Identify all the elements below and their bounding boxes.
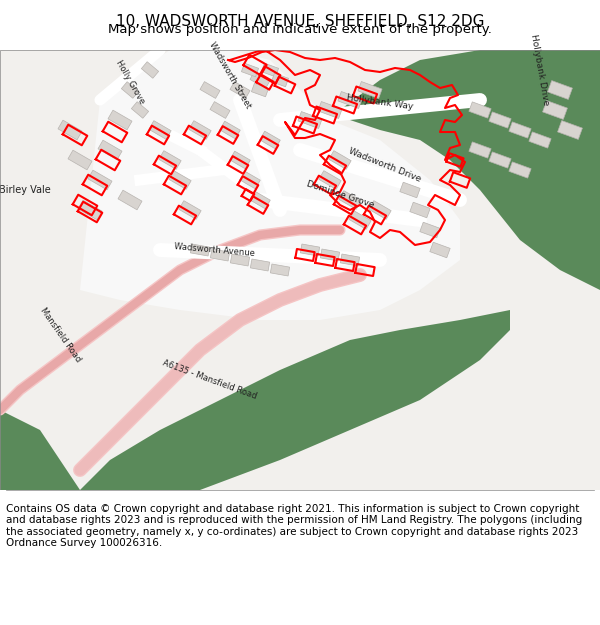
Text: 10, WADSWORTH AVENUE, SHEFFIELD, S12 2DG: 10, WADSWORTH AVENUE, SHEFFIELD, S12 2DG xyxy=(116,14,484,29)
Text: Map shows position and indicative extent of the property.: Map shows position and indicative extent… xyxy=(108,23,492,36)
Polygon shape xyxy=(179,201,201,219)
Polygon shape xyxy=(509,162,531,178)
Polygon shape xyxy=(557,121,583,139)
Polygon shape xyxy=(358,81,382,99)
Polygon shape xyxy=(489,152,511,168)
Polygon shape xyxy=(220,121,240,139)
Polygon shape xyxy=(98,140,122,160)
Polygon shape xyxy=(250,72,270,88)
Polygon shape xyxy=(211,249,230,261)
Polygon shape xyxy=(121,82,139,98)
Polygon shape xyxy=(108,110,132,130)
Polygon shape xyxy=(340,254,359,266)
Polygon shape xyxy=(469,142,491,158)
Polygon shape xyxy=(338,91,362,109)
Polygon shape xyxy=(548,81,572,99)
Text: Wadsworth Drive: Wadsworth Drive xyxy=(347,146,422,184)
Polygon shape xyxy=(262,63,278,77)
Polygon shape xyxy=(509,122,531,138)
Text: Hollybank Drive: Hollybank Drive xyxy=(529,34,551,106)
Text: Contains OS data © Crown copyright and database right 2021. This information is : Contains OS data © Crown copyright and d… xyxy=(6,504,582,548)
Polygon shape xyxy=(298,111,322,129)
Polygon shape xyxy=(80,50,460,320)
Polygon shape xyxy=(251,83,269,97)
Polygon shape xyxy=(0,410,80,490)
Polygon shape xyxy=(169,171,191,189)
Polygon shape xyxy=(469,102,491,118)
Text: Mansfield Road: Mansfield Road xyxy=(38,306,82,364)
Polygon shape xyxy=(318,101,342,119)
Polygon shape xyxy=(339,191,361,209)
Text: Birley Vale: Birley Vale xyxy=(0,185,51,195)
Polygon shape xyxy=(369,201,391,219)
Polygon shape xyxy=(329,151,351,169)
Polygon shape xyxy=(230,254,250,266)
Polygon shape xyxy=(190,244,209,256)
Text: Dominoe Grove: Dominoe Grove xyxy=(305,180,375,210)
Polygon shape xyxy=(118,190,142,210)
Polygon shape xyxy=(241,63,259,77)
Polygon shape xyxy=(260,131,280,149)
Polygon shape xyxy=(489,112,511,128)
Polygon shape xyxy=(189,121,211,139)
Polygon shape xyxy=(88,170,112,190)
Text: Holly Grove: Holly Grove xyxy=(114,59,146,106)
Polygon shape xyxy=(320,249,340,261)
Polygon shape xyxy=(230,151,250,169)
Polygon shape xyxy=(271,73,289,87)
Polygon shape xyxy=(301,244,320,256)
Polygon shape xyxy=(400,182,420,198)
Polygon shape xyxy=(340,50,600,290)
Polygon shape xyxy=(529,132,551,148)
Polygon shape xyxy=(68,150,92,170)
Polygon shape xyxy=(149,121,171,139)
Polygon shape xyxy=(159,151,181,169)
Text: A6135 - Mansfield Road: A6135 - Mansfield Road xyxy=(162,359,258,401)
Polygon shape xyxy=(240,171,260,189)
Polygon shape xyxy=(271,264,290,276)
Polygon shape xyxy=(131,102,149,118)
Polygon shape xyxy=(140,50,220,110)
Polygon shape xyxy=(200,82,220,98)
Polygon shape xyxy=(210,102,230,118)
Text: Hollybank Way: Hollybank Way xyxy=(346,93,414,111)
Polygon shape xyxy=(250,191,270,209)
Polygon shape xyxy=(78,200,102,220)
Polygon shape xyxy=(250,259,269,271)
Polygon shape xyxy=(142,62,158,78)
Polygon shape xyxy=(319,171,341,189)
Text: Wadsworth Street: Wadsworth Street xyxy=(208,40,253,110)
Text: Wadsworth Avenue: Wadsworth Avenue xyxy=(175,242,256,258)
Polygon shape xyxy=(420,222,440,238)
Polygon shape xyxy=(80,310,510,490)
Polygon shape xyxy=(542,101,568,119)
Polygon shape xyxy=(58,120,82,140)
Polygon shape xyxy=(349,211,371,229)
Polygon shape xyxy=(230,82,250,98)
Polygon shape xyxy=(430,242,450,258)
Polygon shape xyxy=(410,202,430,217)
